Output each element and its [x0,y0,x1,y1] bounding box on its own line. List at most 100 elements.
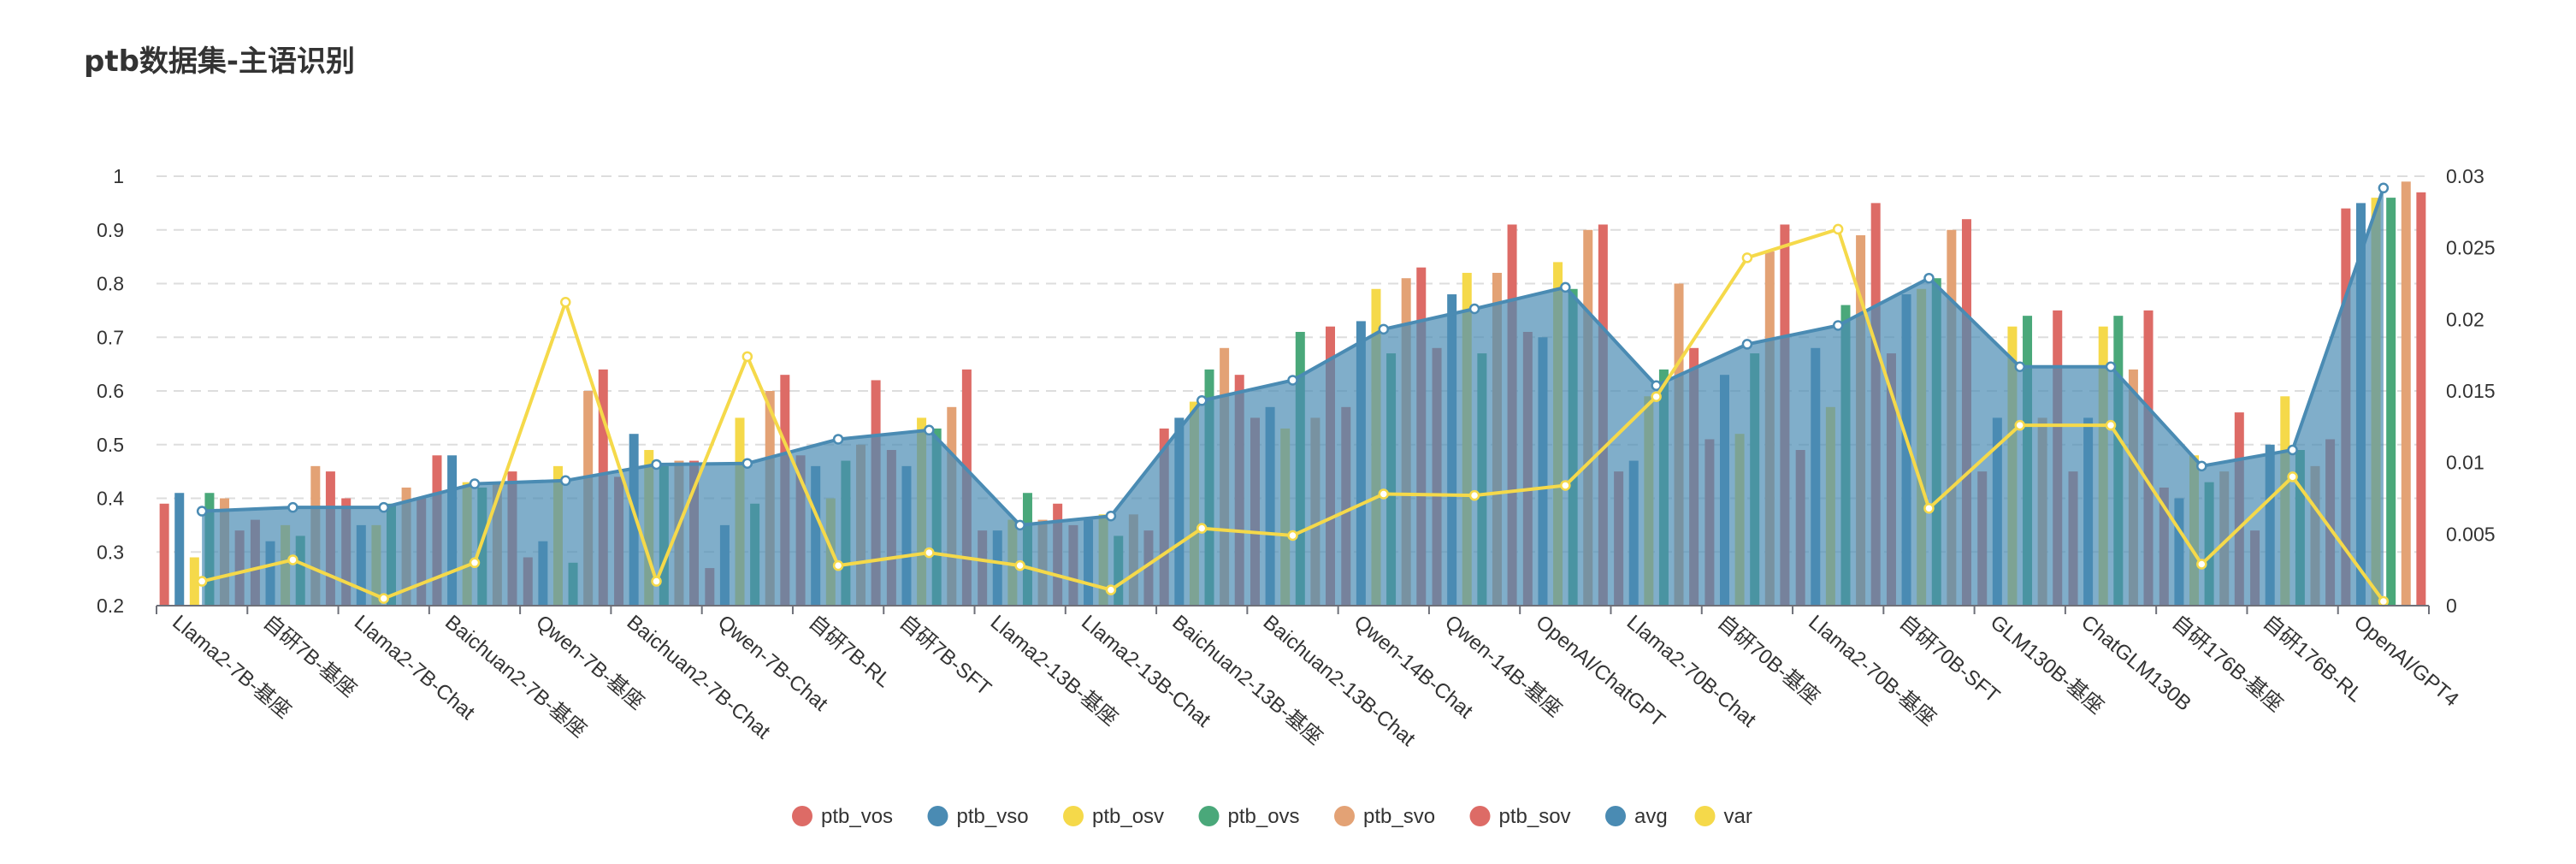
avg-point [2014,361,2025,373]
avg-point [1923,272,1935,284]
legend-label-ptb_vso: ptb_vso [957,805,1029,828]
bar-ptb_vso [174,493,185,606]
right-tick-label: 0.025 [2446,237,2496,259]
var-point [287,554,298,565]
right-tick-label: 0 [2446,595,2457,617]
legend-label-avg: avg [1634,805,1668,828]
bar-ptb_sov [2416,192,2426,606]
avg-point [196,506,208,517]
x-category-label: 自研7B-RL [804,611,895,692]
avg-point [1651,380,1662,391]
avg-point [1741,339,1753,350]
left-tick-label: 0.8 [97,273,124,295]
legend-label-ptb_ovs: ptb_ovs [1228,805,1300,828]
avg-point [287,501,298,513]
x-category-label: OpenAI/GPT4 [2349,611,2463,712]
legend-label-ptb_sov: ptb_sov [1499,805,1571,828]
avg-point [1468,303,1480,315]
var-point [469,557,481,569]
avg-point [1560,281,1571,293]
chart-title: ptb数据集-主语识别 [84,44,356,79]
avg-point [1832,320,1844,331]
var-point [378,593,389,604]
var-point [1468,489,1480,501]
left-tick-label: 0.5 [97,434,124,456]
avg-area-fill [202,187,2384,606]
avg-point [378,501,389,513]
avg-point [2287,444,2298,456]
left-tick-label: 0.4 [97,488,124,510]
var-point [1832,223,1844,235]
left-y-axis: 0.2 0.3 0.4 0.5 0.6 0.7 0.8 0.9 1 [97,165,124,617]
legend-swatch-ptb_svo [1334,806,1355,826]
bar-ptb_ovs [2386,198,2396,606]
var-point [832,559,844,571]
right-tick-label: 0.02 [2446,308,2484,330]
left-tick-label: 1 [113,165,124,187]
avg-point [741,458,753,469]
left-tick-label: 0.7 [97,326,124,348]
bar-ptb_svo [2401,181,2411,606]
right-tick-label: 0.005 [2446,523,2496,545]
left-tick-label: 0.2 [97,595,124,617]
legend-label-ptb_svo: ptb_svo [1363,805,1435,828]
var-point [1651,391,1662,402]
left-tick-label: 0.6 [97,380,124,402]
var-point [651,576,662,587]
legend-swatch-ptb_vos [792,806,812,826]
legend-swatch-ptb_vso [927,806,948,826]
avg-area-series [196,182,2390,606]
x-category-label: 自研7B-SFT [895,611,996,701]
avg-point [2105,361,2117,373]
avg-point [832,434,844,445]
var-point [2196,559,2207,570]
var-point [741,351,753,363]
x-category-label: Baichuan2-13B-基座 [1167,611,1326,749]
var-point [196,576,208,587]
avg-point [1105,510,1117,522]
var-line-series [196,223,2390,607]
var-point [1378,488,1390,500]
x-axis: Llama2-7B-基座自研7B-基座Llama2-7B-ChatBaichua… [156,605,2463,751]
avg-point [1287,375,1298,386]
right-tick-label: 0.015 [2446,380,2496,402]
legend-label-ptb_vos: ptb_vos [821,805,893,828]
var-point [1923,502,1935,514]
var-point [924,547,935,559]
legend-label-var: var [1724,805,1752,828]
var-point [1105,584,1117,595]
avg-point [1196,395,1208,406]
avg-point [2196,460,2207,472]
bar-ptb_vos [159,503,169,606]
var-point [1741,252,1753,263]
left-tick-label: 0.9 [97,219,124,241]
var-point [2014,419,2025,431]
legend-swatch-ptb_sov [1469,806,1491,826]
legend: ptb_vos ptb_vso ptb_osv ptb_ovs ptb_svo ptb_s… [792,805,1752,828]
avg-point [651,459,662,470]
avg-point [1378,323,1390,335]
var-point [1287,530,1298,541]
legend-swatch-var [1694,806,1716,826]
right-y-axis: 0 0.005 0.01 0.015 0.02 0.025 0.03 [2446,165,2496,617]
legend-label-ptb_osv: ptb_osv [1092,805,1164,828]
avg-point [560,475,571,487]
var-point [2378,595,2390,607]
bar-ptb_osv [189,557,199,606]
avg-point [469,478,481,489]
legend-swatch-ptb_osv [1063,806,1084,826]
left-tick-label: 0.3 [97,541,124,563]
var-point [560,297,571,308]
right-tick-label: 0.03 [2446,165,2484,187]
var-point [2105,419,2117,431]
avg-point [2378,182,2390,194]
var-point [1196,523,1208,534]
legend-swatch-avg [1605,806,1626,826]
var-point [1560,480,1571,491]
var-point [2287,471,2298,482]
avg-point [924,424,935,436]
x-category-label: Baichuan2-13B-Chat [1259,611,1420,751]
var-point [1014,559,1025,571]
right-tick-label: 0.01 [2446,452,2484,474]
